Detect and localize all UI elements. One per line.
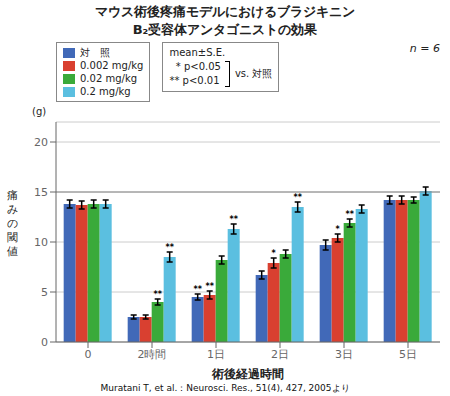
svg-text:15: 15 (34, 186, 48, 199)
svg-text:1日: 1日 (207, 348, 225, 361)
svg-text:0: 0 (41, 336, 48, 349)
svg-text:2時間: 2時間 (138, 348, 167, 361)
html-text:0.2 mg/kg: 0.2 mg/kg (80, 86, 131, 97)
html-text:mean±S.E.: mean±S.E. (169, 47, 226, 58)
svg-text:3日: 3日 (335, 348, 353, 361)
svg-text:5日: 5日 (399, 348, 417, 361)
html-text:閾: 閾 (6, 231, 18, 244)
html-text:* p<0.05: * p<0.05 (169, 61, 221, 72)
html-text:対 照: 対 照 (80, 47, 110, 58)
html-text:値: 値 (6, 245, 18, 258)
html-text:(g): (g) (32, 106, 47, 117)
svg-text:**: ** (293, 193, 302, 202)
svg-text:**: ** (165, 243, 174, 252)
html-text:vs. 対照: vs. 対照 (234, 68, 273, 79)
svg-text:**: ** (345, 210, 354, 219)
svg-text:術後経過時間: 術後経過時間 (211, 367, 284, 380)
svg-text:10: 10 (34, 236, 48, 249)
svg-text:0: 0 (85, 348, 92, 361)
svg-text:**: ** (193, 285, 202, 294)
svg-text:2日: 2日 (271, 348, 289, 361)
html-text:痛: 痛 (6, 189, 18, 202)
svg-text:*: * (272, 249, 277, 258)
html-text:0.02 mg/kg: 0.02 mg/kg (80, 73, 137, 84)
svg-text:**: ** (153, 290, 162, 299)
svg-text:**: ** (229, 215, 238, 224)
svg-text:*: * (336, 225, 341, 234)
html-text:** p<0.01: ** p<0.01 (169, 75, 220, 86)
svg-text:20: 20 (34, 136, 48, 149)
svg-text:**: ** (205, 282, 214, 291)
html-text:Muratani T, et al.：Neurosci. R: Muratani T, et al.：Neurosci. Res., 51(4)… (100, 383, 350, 393)
html-text:n = 6: n = 6 (409, 42, 440, 55)
svg-text:5: 5 (41, 286, 48, 299)
html-text:み: み (6, 203, 18, 216)
html-text:マウス術後疼痛モデルにおけるブラジキニン: マウス術後疼痛モデルにおけるブラジキニン (95, 4, 355, 19)
html-text:0.002 mg/kg: 0.002 mg/kg (80, 60, 144, 71)
html-text:の: の (6, 217, 18, 230)
html-text:B₂受容体アンタゴニストの効果: B₂受容体アンタゴニストの効果 (132, 22, 318, 37)
